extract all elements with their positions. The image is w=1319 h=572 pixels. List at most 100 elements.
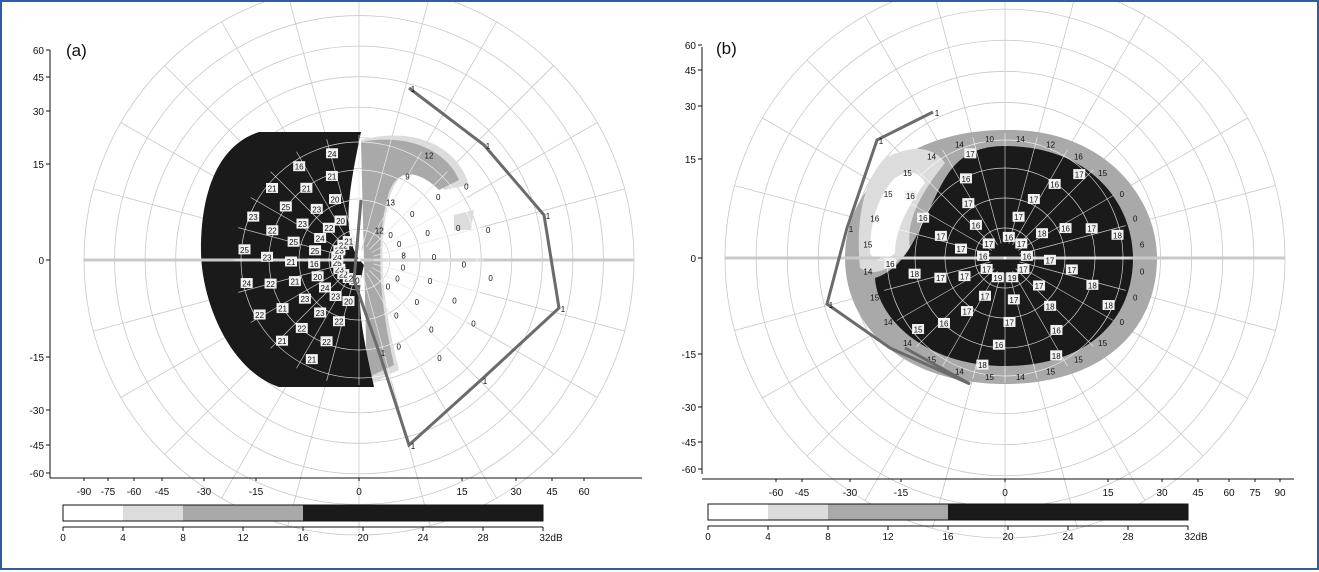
sensitivity-value: 16 <box>919 214 928 223</box>
value-box <box>1111 229 1124 240</box>
value-box <box>1002 231 1015 242</box>
sensitivity-value: 20 <box>344 298 353 307</box>
x-tick-label: -30 <box>197 487 212 498</box>
sensitivity-value: 25 <box>281 203 290 212</box>
x-tick-label: -45 <box>795 488 810 499</box>
sensitivity-value-light: 14 <box>1016 373 1025 382</box>
sensitivity-value: 22 <box>255 311 264 320</box>
x-tick-label: 60 <box>578 487 590 498</box>
inner-grid-meridian <box>1019 261 1126 291</box>
region-4-8 <box>361 135 469 385</box>
sensitivity-value-light: 0 <box>415 298 420 307</box>
sensitivity-value-light: 0 <box>1120 190 1125 199</box>
x-tick-label: 30 <box>1156 488 1168 499</box>
sensitivity-value: 17 <box>957 245 966 254</box>
x-axis: -90 -75 -60 -45 -30 -15 0 15 30 45 60 <box>50 477 642 498</box>
value-box <box>1043 254 1056 265</box>
value-box <box>309 245 322 256</box>
sensitivity-value: 25 <box>311 247 320 256</box>
value-box <box>977 250 990 261</box>
value-box <box>908 268 921 279</box>
sensitivity-value: 18 <box>1052 352 1061 361</box>
legend-tick-label: 32dB <box>1184 532 1208 543</box>
legend-segment <box>768 504 828 520</box>
sensitivity-value: 16 <box>1061 225 1070 234</box>
sensitivity-value-light: 0 <box>456 224 461 233</box>
value-box <box>253 309 266 320</box>
sensitivity-value-light: 0 <box>401 264 406 273</box>
sensitivity-value: 17 <box>1087 225 1096 234</box>
legend-segment <box>63 505 123 521</box>
sensitivity-value: 17 <box>966 150 975 159</box>
x-axis: -60 -45 -30 -15 0 15 30 45 60 75 90 <box>702 478 1294 499</box>
sensitivity-value-light: 0 <box>471 320 476 329</box>
value-box <box>1102 300 1115 311</box>
legend-segment <box>183 505 303 521</box>
value-box <box>1007 294 1020 305</box>
x-tick-label: 45 <box>1192 488 1204 499</box>
sensitivity-value: 16 <box>962 175 971 184</box>
inner-grid-meridian <box>366 272 422 369</box>
value-box <box>964 148 977 159</box>
value-box <box>308 258 321 269</box>
value-box <box>261 251 274 262</box>
value-box <box>962 198 975 209</box>
sensitivity-value: 17 <box>1075 171 1084 180</box>
sensitivity-value-light: 8 <box>401 251 406 260</box>
sensitivity-value-light: 16 <box>1074 152 1083 161</box>
x-tick-label: 0 <box>356 487 362 498</box>
sensitivity-value: 21 <box>344 238 353 247</box>
y-tick-label: -30 <box>682 403 697 414</box>
value-box <box>326 148 339 159</box>
inner-grid-meridian <box>972 137 1002 244</box>
sensitivity-value: 16 <box>971 221 980 230</box>
value-box <box>937 317 950 328</box>
inner-grid-meridian <box>369 171 448 250</box>
inner-grid-meridian <box>296 151 352 248</box>
sensitivity-value-light: 0 <box>397 240 402 249</box>
legend-tick-label: 16 <box>942 532 954 543</box>
isopter-label: 1 <box>381 349 386 358</box>
value-box <box>1036 228 1049 239</box>
x-tick-label: -45 <box>155 487 170 498</box>
value-box <box>314 232 327 243</box>
inner-grid-meridian <box>373 263 480 293</box>
x-tick-label: 75 <box>1249 488 1261 499</box>
value-box <box>331 251 344 262</box>
isopter: 1 1 1 1 1 1 1 <box>352 85 566 451</box>
isopter-label: 1 <box>829 301 834 310</box>
sensitivity-value-light: 0 <box>1133 294 1138 303</box>
x-tick-label: 60 <box>1223 488 1235 499</box>
y-tick-label: 0 <box>38 256 44 267</box>
sensitivity-value: 17 <box>1005 318 1014 327</box>
sensitivity-value: 21 <box>302 184 311 193</box>
value-box <box>1085 223 1098 234</box>
sensitivity-value: 23 <box>300 295 309 304</box>
sensitivity-value-light: 0 <box>428 277 433 286</box>
panel-label: (a) <box>66 41 87 60</box>
value-box <box>976 359 989 370</box>
value-box <box>1073 169 1086 180</box>
value-box <box>1003 316 1016 327</box>
legend-tick-label: 24 <box>417 533 429 544</box>
inner-grid-meridian <box>270 171 349 250</box>
sensitivity-value-light: 10 <box>985 135 994 144</box>
x-tick-label: -90 <box>77 487 92 498</box>
sensitivity-value-light: 14 <box>884 318 893 327</box>
sensitivity-value: 16 <box>906 192 915 201</box>
x-tick-label: 15 <box>456 487 468 498</box>
sensitivity-value-light: 14 <box>955 367 964 376</box>
value-box <box>1015 238 1028 249</box>
sensitivity-value: 22 <box>339 271 348 280</box>
legend-border <box>62 504 544 522</box>
value-box <box>287 236 300 247</box>
value-box <box>293 161 306 172</box>
value-box <box>1050 324 1063 335</box>
sensitivity-value: 16 <box>1022 252 1031 261</box>
value-box <box>978 290 991 301</box>
inner-grid-meridian <box>916 169 995 248</box>
value-box <box>240 278 253 289</box>
x-tick-label: -30 <box>843 488 858 499</box>
